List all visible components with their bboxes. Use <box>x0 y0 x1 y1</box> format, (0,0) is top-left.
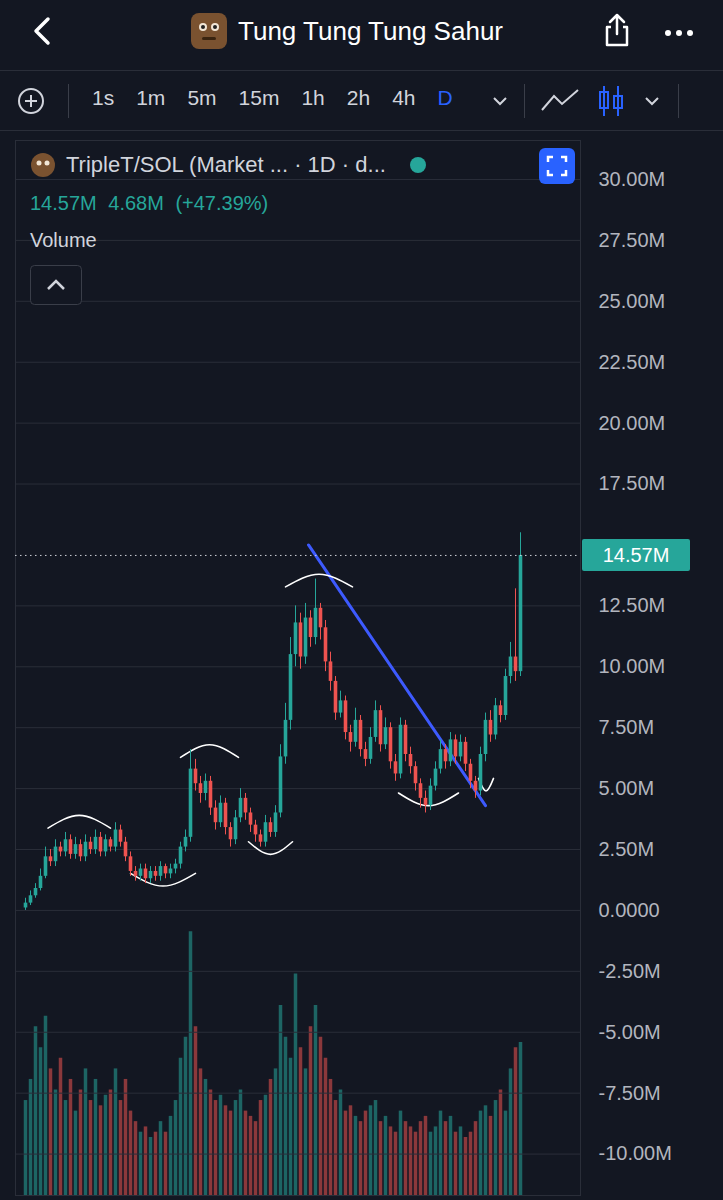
svg-text:22.50M: 22.50M <box>599 351 666 373</box>
html-text:4h: 4h <box>392 86 416 109</box>
html-text:14.57M 4.68M (+47.39%): 14.57M 4.68M (+47.39%) <box>30 192 269 214</box>
html-text:2h: 2h <box>346 86 371 109</box>
svg-text:-2.50M: -2.50M <box>599 960 661 982</box>
svg-text:7.50M: 7.50M <box>599 716 655 738</box>
svg-text:12.50M: 12.50M <box>599 594 666 616</box>
html-text:1m: 1m <box>136 86 166 109</box>
svg-text:17.50M: 17.50M <box>599 472 666 494</box>
html-text:15m: 15m <box>238 86 280 109</box>
svg-text:5.00M: 5.00M <box>599 777 655 799</box>
svg-text:-10.00M: -10.00M <box>599 1142 672 1164</box>
svg-text:10.00M: 10.00M <box>599 655 666 677</box>
html-text:1s: 1s <box>92 86 115 109</box>
svg-text:30.00M: 30.00M <box>599 168 666 190</box>
svg-text:25.00M: 25.00M <box>599 290 666 312</box>
svg-text:-7.50M: -7.50M <box>599 1082 661 1104</box>
html-text:D: D <box>437 86 453 109</box>
html-text:Tung Tung Tung Sahur: Tung Tung Tung Sahur <box>238 16 503 46</box>
svg-text:2.50M: 2.50M <box>599 838 655 860</box>
svg-text:20.00M: 20.00M <box>599 412 666 434</box>
html-text:14.57M: 14.57M <box>602 543 670 566</box>
html-text:1h: 1h <box>301 86 325 109</box>
html-text:5m: 5m <box>187 86 217 109</box>
svg-text:27.50M: 27.50M <box>599 229 666 251</box>
svg-text:-5.00M: -5.00M <box>599 1021 661 1043</box>
html-text:TripleT/SOL (Market ... · 1D ·: TripleT/SOL (Market ... · 1D · d... <box>66 152 386 177</box>
svg-text:0.0000: 0.0000 <box>599 899 660 921</box>
html-text:Volume: Volume <box>30 229 97 251</box>
